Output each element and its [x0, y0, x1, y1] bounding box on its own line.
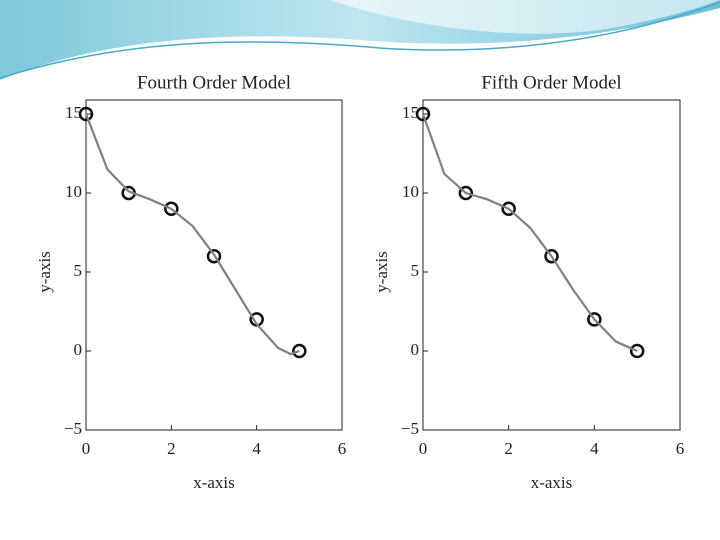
- data-point: [164, 201, 179, 217]
- data-point: [458, 185, 474, 201]
- data-point: [544, 248, 559, 264]
- y-tick-label: 5: [411, 261, 420, 280]
- x-tick-label: 4: [590, 439, 599, 458]
- x-axis-label: x-axis: [193, 473, 235, 492]
- y-tick-label: 0: [74, 340, 83, 359]
- data-point: [206, 248, 222, 264]
- data-point: [415, 106, 431, 122]
- chart-title: Fifth Order Model: [481, 72, 621, 93]
- x-tick-label: 6: [676, 439, 685, 458]
- data-point: [78, 106, 94, 122]
- data-point: [587, 312, 602, 327]
- x-tick-label: 0: [82, 439, 91, 458]
- y-axis-label: y-axis: [35, 251, 54, 293]
- x-tick-label: 4: [252, 439, 261, 458]
- y-tick-label: 5: [74, 261, 83, 280]
- y-tick-label: 0: [411, 340, 420, 359]
- y-axis-label: y-axis: [372, 251, 391, 293]
- y-tick-label: 10: [65, 182, 82, 201]
- x-axis-label: x-axis: [531, 473, 573, 492]
- y-tick-label: −5: [64, 419, 82, 438]
- figure-panel: [40, 70, 685, 495]
- y-tick-label: 10: [402, 182, 419, 201]
- y-tick-label: −5: [401, 419, 419, 438]
- fit-curve: [84, 113, 300, 356]
- x-tick-label: 0: [419, 439, 428, 458]
- swoosh-highlight: [330, 0, 720, 34]
- y-tick-label: 15: [402, 103, 419, 122]
- x-tick-label: 2: [167, 439, 176, 458]
- chart-title: Fourth Order Model: [137, 72, 291, 93]
- fit-curve: [421, 113, 638, 353]
- data-point: [629, 343, 645, 359]
- y-tick-label: 15: [65, 103, 82, 122]
- plot-area: [85, 99, 343, 431]
- swoosh-line: [0, 1, 720, 79]
- data-point: [501, 201, 516, 217]
- x-tick-label: 6: [338, 439, 347, 458]
- x-tick-label: 2: [504, 439, 513, 458]
- data-point: [292, 343, 307, 359]
- plot-area: [422, 99, 681, 431]
